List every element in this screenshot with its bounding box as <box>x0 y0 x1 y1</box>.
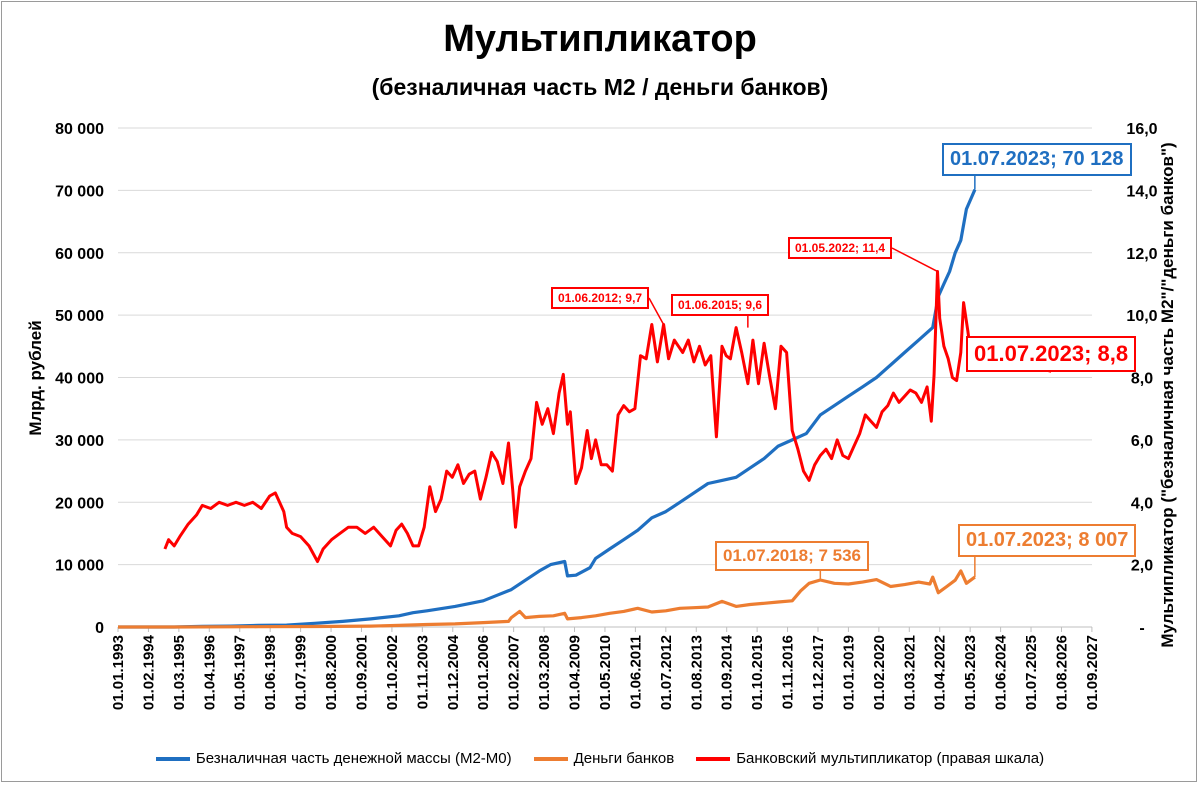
legend-item-mult: Банковский мультипликатор (правая шкала) <box>696 750 1044 767</box>
callout-mult-2015: 01.06.2015; 9,6 <box>671 294 770 316</box>
x-tick-label: 01.08.2026 <box>1053 635 1070 710</box>
legend-item-m2: Безналичная часть денежной массы (М2-М0) <box>155 750 512 767</box>
y-tick-right: 8,0 <box>1131 371 1153 388</box>
y-tick-left: 80 000 <box>55 121 104 138</box>
y-tick-left: 40 000 <box>55 371 104 388</box>
x-tick-label: 01.07.2025 <box>1023 635 1040 710</box>
callout-leader-line <box>648 297 665 325</box>
x-tick-label: 01.05.1997 <box>232 635 249 710</box>
x-tick-label: 01.07.2012 <box>658 635 675 710</box>
series-line-m2 <box>118 188 977 629</box>
y-tick-right: 4,0 <box>1131 495 1153 512</box>
legend-item-bank: Деньги банков <box>533 750 675 767</box>
legend-swatch-bank <box>533 756 568 761</box>
x-tick-label: 01.11.2016 <box>780 635 797 709</box>
x-tick-label: 01.09.2014 <box>719 634 736 710</box>
x-tick-label: 01.09.2001 <box>353 635 370 710</box>
y-tick-right: 6,0 <box>1131 433 1153 450</box>
callout-mult-2012: 01.06.2012; 9,7 <box>551 287 650 309</box>
x-tick-label: 01.09.2027 <box>1084 635 1101 710</box>
y-tick-left: 10 000 <box>55 558 104 575</box>
x-tick-label: 01.04.1996 <box>201 635 218 710</box>
x-tick-label: 01.04.2022 <box>932 635 949 710</box>
legend-label-m2: Безналичная часть денежной массы (М2-М0) <box>195 750 512 767</box>
callout-bank-2023: 01.07.2023; 8 007 <box>958 524 1137 557</box>
legend-swatch-mult <box>696 756 731 761</box>
chart-title: Мультипликатор <box>443 18 757 60</box>
y-tick-right: - <box>1139 620 1144 637</box>
y-tick-right: 16,0 <box>1126 121 1157 138</box>
y-tick-right: 12,0 <box>1126 246 1157 263</box>
x-tick-label: 01.06.2024 <box>993 634 1010 710</box>
legend-swatch-m2 <box>155 756 190 761</box>
x-tick-label: 01.01.2019 <box>840 635 857 710</box>
x-tick-label: 01.06.2011 <box>627 635 644 709</box>
x-tick-label: 01.10.2002 <box>384 635 401 710</box>
y-tick-left: 0 <box>95 620 104 637</box>
x-tick-label: 01.10.2015 <box>749 635 766 710</box>
x-tick-label: 01.04.2009 <box>567 635 584 710</box>
x-tick-label: 01.12.2004 <box>445 634 462 710</box>
x-tick-label: 01.11.2003 <box>414 635 431 709</box>
y-tick-left: 30 000 <box>55 433 104 450</box>
x-tick-label: 01.08.2013 <box>688 635 705 710</box>
y-tick-right: 14,0 <box>1126 183 1157 200</box>
x-tick-label: 01.03.2008 <box>536 635 553 710</box>
x-tick-label: 01.05.2023 <box>962 635 979 710</box>
y-tick-left: 70 000 <box>55 183 104 200</box>
legend-label-mult: Банковский мультипликатор (правая шкала) <box>736 750 1045 767</box>
y-tick-left: 20 000 <box>55 495 104 512</box>
y-tick-right: 10,0 <box>1126 308 1157 325</box>
callout-m2-2023: 01.07.2023; 70 128 <box>942 143 1132 176</box>
series-line-mult <box>163 270 975 563</box>
series-line-bank <box>118 569 976 629</box>
x-tick-label: 01.03.2021 <box>901 635 918 710</box>
y-tick-right: 2,0 <box>1131 558 1153 575</box>
x-tick-label: 01.02.1994 <box>140 634 157 710</box>
x-tick-label: 01.02.2007 <box>506 635 523 710</box>
callout-mult-2023: 01.07.2023; 8,8 <box>966 336 1137 372</box>
x-tick-label: 01.02.2020 <box>871 635 888 710</box>
legend: Безналичная часть денежной массы (М2-М0)… <box>0 750 1200 767</box>
callout-mult-2022: 01.05.2022; 11,4 <box>788 237 893 259</box>
x-tick-label: 01.01.2006 <box>475 635 492 710</box>
x-tick-label: 01.01.1993 <box>110 635 127 710</box>
x-tick-label: 01.12.2017 <box>810 635 827 710</box>
callout-bank-2018: 01.07.2018; 7 536 <box>715 541 870 571</box>
x-tick-label: 01.05.2010 <box>597 635 614 710</box>
x-tick-label: 01.03.1995 <box>171 635 188 710</box>
chart-subtitle: (безналичная часть М2 / деньги банков) <box>371 74 829 100</box>
x-tick-label: 01.07.1999 <box>293 635 310 710</box>
y-tick-left: 60 000 <box>55 246 104 263</box>
x-tick-label: 01.08.2000 <box>323 635 340 710</box>
y-tick-left: 50 000 <box>55 308 104 325</box>
legend-label-bank: Деньги банков <box>573 750 675 767</box>
x-tick-label: 01.06.1998 <box>262 635 279 710</box>
callout-leader-line <box>891 247 938 273</box>
